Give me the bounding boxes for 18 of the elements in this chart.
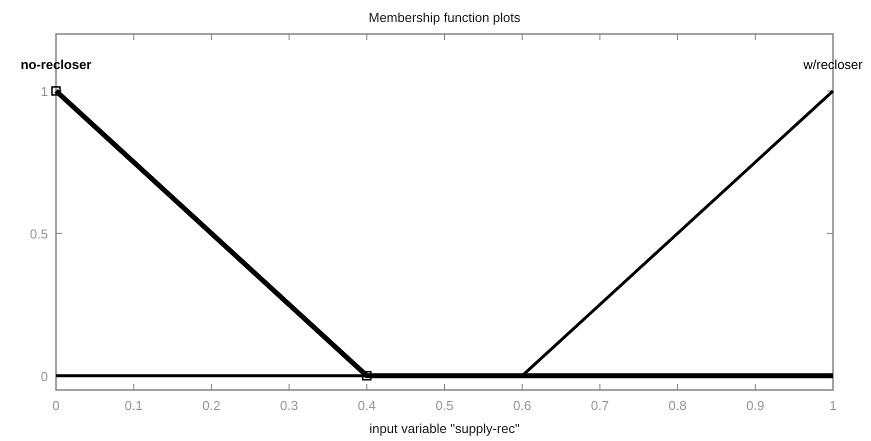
x-axis-title: input variable "supply-rec" bbox=[369, 421, 520, 436]
x-tick-label: 0 bbox=[52, 398, 60, 413]
y-tick-label: 0.5 bbox=[30, 226, 48, 242]
y-tick-label: 0 bbox=[40, 368, 48, 384]
x-tick-label: 0.3 bbox=[280, 398, 298, 413]
y-tick-label: 1 bbox=[40, 84, 48, 99]
x-tick-label: 0.6 bbox=[513, 398, 532, 413]
x-tick-label: 0.7 bbox=[590, 398, 609, 413]
x-tick-label: 0.2 bbox=[202, 398, 220, 413]
x-tick-label: 0.5 bbox=[435, 398, 454, 413]
x-tick-label: 0.1 bbox=[124, 398, 143, 413]
series-label: no-recloser bbox=[20, 56, 92, 72]
x-tick-label: 0.9 bbox=[746, 398, 764, 413]
x-tick-label: 0.8 bbox=[668, 398, 687, 413]
x-tick-label: 1 bbox=[829, 398, 837, 413]
chart-title: Membership function plots bbox=[368, 10, 521, 25]
text: w/recloser bbox=[802, 56, 864, 72]
x-tick-label: 0.4 bbox=[358, 398, 376, 413]
